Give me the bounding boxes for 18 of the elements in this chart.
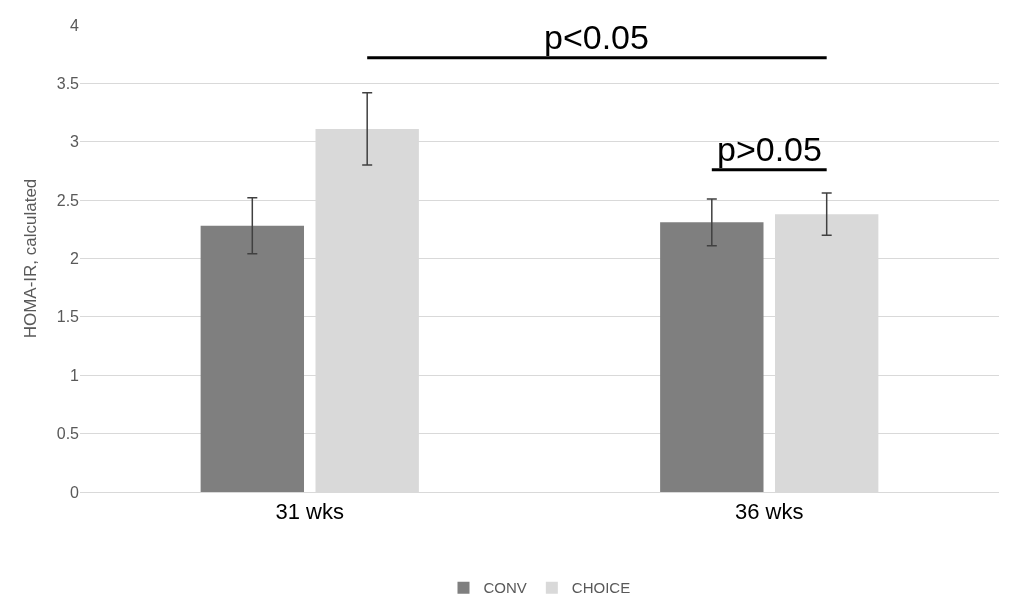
y-axis-title: HOMA-IR, calculated (21, 178, 41, 339)
y-tick-label: 1.5 (56, 308, 80, 326)
y-tick-label: 0 (70, 483, 80, 501)
legend-label: CONV (483, 579, 527, 597)
y-tick-label: 4 (70, 16, 80, 34)
y-tick-label: 1 (70, 366, 80, 384)
x-tick-label: 31 wks (275, 499, 344, 525)
bar (660, 222, 764, 492)
y-tick-label: 3 (70, 133, 80, 151)
y-tick-label: 3.5 (56, 74, 80, 92)
y-tick-label: 2.5 (56, 191, 80, 209)
annotation: p>0.05 (717, 130, 822, 168)
y-tick-label: 0.5 (56, 425, 80, 443)
x-tick-label: 36 wks (735, 499, 804, 525)
y-tick-label: 2 (70, 250, 80, 268)
annotation: p<0.05 (544, 18, 649, 56)
bar (200, 225, 305, 492)
legend-label: CHOICE (571, 579, 631, 597)
